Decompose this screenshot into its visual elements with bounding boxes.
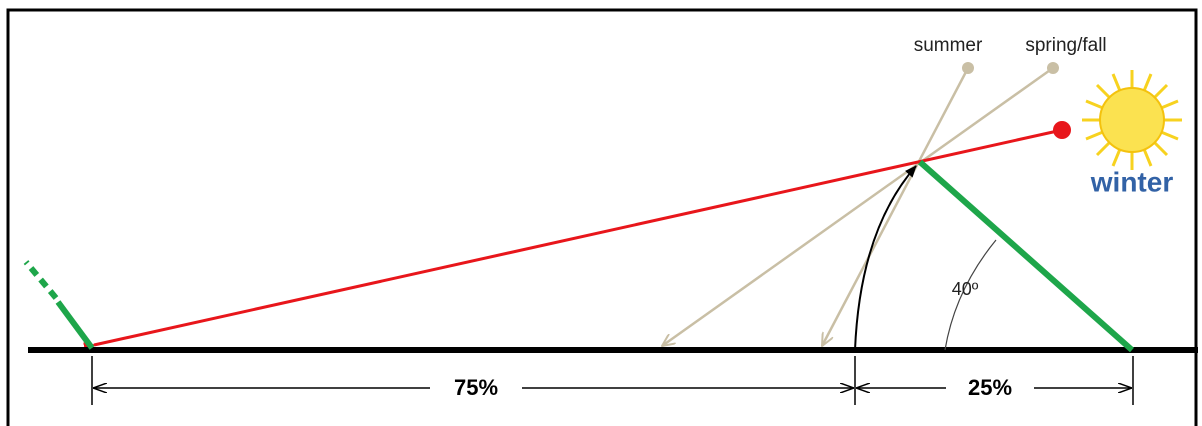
share-label: 25% — [968, 375, 1012, 400]
spring-fall-ray — [662, 66, 1054, 346]
dimension-ticks — [91, 356, 1134, 405]
solar-panel — [55, 300, 95, 350]
season-label: summer — [914, 35, 983, 56]
height-arc — [854, 165, 917, 351]
angle-label: 40º — [952, 279, 979, 299]
frame — [6, 8, 1198, 426]
season-label: spring/fall — [1025, 35, 1106, 56]
winter-point — [1053, 121, 1071, 139]
summer-ray — [822, 67, 970, 346]
winter-ray — [83, 128, 1063, 353]
season-label: winter — [1090, 166, 1174, 197]
spring-fall-point — [1047, 62, 1059, 74]
solar-panel — [918, 159, 1134, 353]
sun-icon — [1082, 70, 1182, 170]
share-label: 75% — [454, 375, 498, 400]
summer-point — [962, 62, 974, 74]
solar-panel-continuation — [23, 260, 59, 300]
angle-arc — [944, 239, 997, 351]
